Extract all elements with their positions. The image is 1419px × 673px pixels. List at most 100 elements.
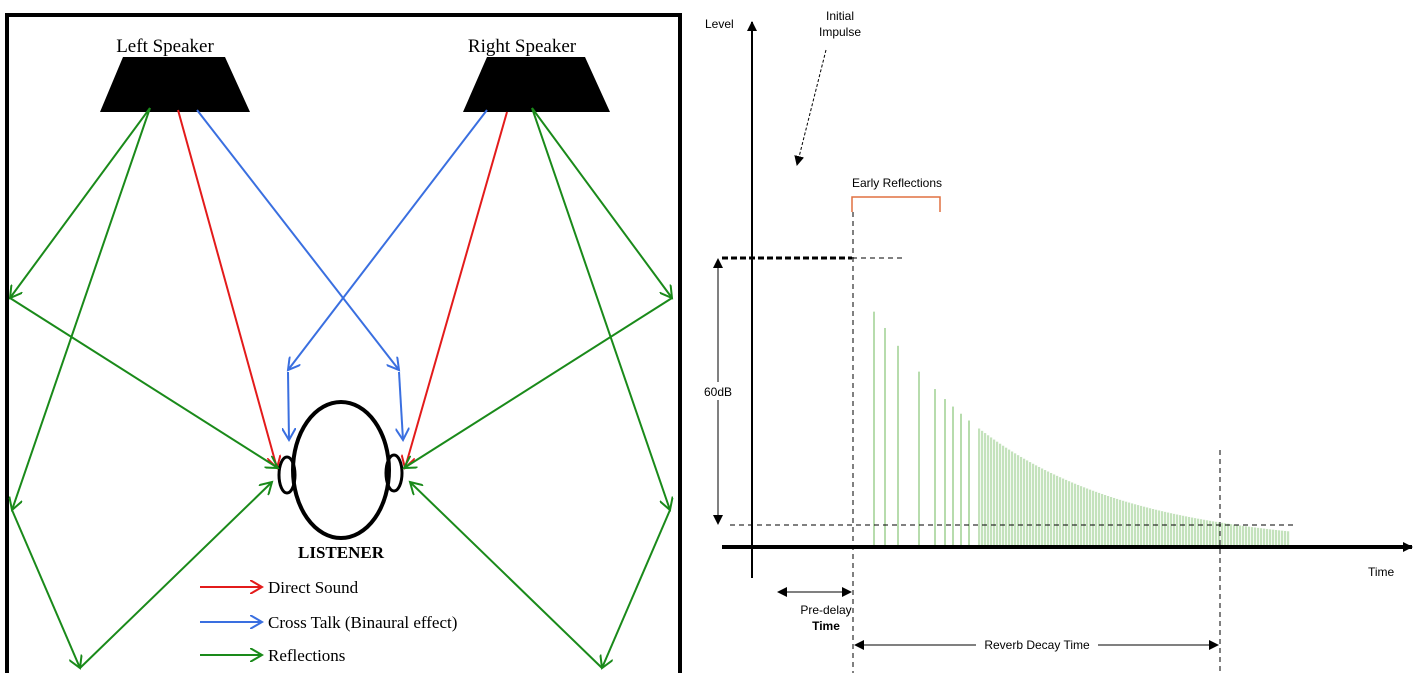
left-speaker bbox=[100, 57, 250, 112]
annotation: Impulse bbox=[819, 25, 861, 39]
decay-bar bbox=[1056, 476, 1058, 547]
decay-bar bbox=[1062, 479, 1064, 547]
decay-bar bbox=[1167, 513, 1169, 547]
decay-bar bbox=[987, 435, 989, 547]
decay-bar bbox=[1248, 527, 1250, 547]
head bbox=[293, 402, 389, 538]
decay-bar bbox=[1059, 477, 1061, 547]
legend-label: Reflections bbox=[268, 646, 345, 665]
decay-bar bbox=[1026, 460, 1028, 547]
pointer bbox=[797, 50, 826, 165]
decay-bar bbox=[1023, 459, 1025, 547]
decay-bar bbox=[1080, 486, 1082, 547]
decay-bar bbox=[1110, 497, 1112, 547]
decay-bar bbox=[1098, 493, 1100, 547]
decay-bar bbox=[1020, 457, 1022, 547]
crosstalk-path bbox=[288, 110, 487, 370]
speaker-label: Left Speaker bbox=[116, 36, 214, 57]
decay-bar bbox=[1176, 515, 1178, 547]
direct-path bbox=[405, 112, 507, 468]
decay-bar bbox=[1224, 523, 1226, 547]
decay-bar bbox=[1011, 452, 1013, 547]
decay-bar bbox=[1041, 469, 1043, 547]
decay-bar bbox=[1161, 511, 1163, 547]
decay-bar bbox=[897, 346, 899, 547]
axis-label: Level bbox=[705, 17, 734, 31]
decay-bar bbox=[1230, 524, 1232, 547]
decay-bar bbox=[1251, 527, 1253, 547]
decay-bar bbox=[1233, 525, 1235, 547]
decay-bar bbox=[1284, 531, 1286, 547]
crosstalk-path bbox=[288, 372, 289, 440]
decay-bar bbox=[1179, 515, 1181, 547]
decay-bar bbox=[1122, 501, 1124, 547]
decay-bar bbox=[1077, 485, 1079, 547]
bracket bbox=[852, 197, 940, 212]
reflection-path bbox=[12, 510, 80, 668]
decay-bar bbox=[1182, 516, 1184, 547]
annotation: Initial bbox=[826, 9, 854, 23]
decay-bar bbox=[1134, 504, 1136, 547]
decay-bar bbox=[1017, 455, 1019, 547]
decay-bar bbox=[1203, 520, 1205, 547]
decay-bar bbox=[1206, 520, 1208, 547]
decay-bar bbox=[1065, 480, 1067, 547]
diagram: Left Speaker Right Speaker LISTENER Dire… bbox=[0, 0, 1419, 673]
decay-bar bbox=[1269, 529, 1271, 547]
reverb-panel: Level Time Initial Impulse Early Reflect… bbox=[700, 9, 1412, 673]
decay-bar bbox=[1188, 517, 1190, 547]
decay-bar bbox=[1245, 526, 1247, 547]
decay-bar bbox=[952, 407, 954, 547]
annotation: Time bbox=[812, 619, 840, 633]
decay-bar bbox=[1002, 446, 1004, 547]
reflection-path bbox=[532, 108, 672, 298]
decay-bar bbox=[1221, 523, 1223, 547]
decay-bar bbox=[1083, 487, 1085, 547]
decay-bar bbox=[1263, 529, 1265, 547]
decay-bar bbox=[1149, 508, 1151, 547]
speaker-label: Right Speaker bbox=[468, 36, 577, 57]
decay-bar bbox=[1155, 510, 1157, 547]
decay-bar bbox=[934, 389, 936, 547]
decay-bar bbox=[996, 442, 998, 547]
decay-bar bbox=[1278, 530, 1280, 547]
decay-bar bbox=[1008, 450, 1010, 547]
reflection-path bbox=[12, 108, 150, 510]
decay-bar bbox=[1236, 525, 1238, 547]
decay-bar bbox=[984, 433, 986, 547]
decay-bar bbox=[993, 440, 995, 547]
decay-bar bbox=[1254, 527, 1256, 547]
decay-bar bbox=[968, 421, 970, 547]
reflection-path bbox=[410, 482, 602, 668]
decay-bar bbox=[1173, 514, 1175, 547]
room-panel: Left Speaker Right Speaker LISTENER Dire… bbox=[7, 15, 680, 673]
legend-label: Direct Sound bbox=[268, 578, 359, 597]
decay-bar bbox=[1032, 464, 1034, 547]
crosstalk-path bbox=[197, 110, 399, 370]
decay-bar bbox=[1266, 529, 1268, 547]
decay-bar bbox=[1050, 473, 1052, 547]
decay-bar bbox=[1185, 516, 1187, 547]
decay-bar bbox=[1215, 522, 1217, 547]
decay-bar bbox=[1089, 490, 1091, 547]
page: {"room": {"speakers": ["Left Speaker", "… bbox=[0, 0, 1419, 673]
decay-bar bbox=[1242, 526, 1244, 547]
decay-bar bbox=[1092, 491, 1094, 547]
sound-paths bbox=[178, 110, 507, 468]
reflection-path bbox=[602, 510, 670, 668]
right-speaker bbox=[463, 57, 610, 112]
listener-label: LISTENER bbox=[298, 543, 385, 562]
decay-bar bbox=[1257, 528, 1259, 547]
decay-bar bbox=[1197, 519, 1199, 547]
decay-bar bbox=[1146, 507, 1148, 547]
decay-bar bbox=[1275, 530, 1277, 547]
annotation: Pre-delay bbox=[800, 603, 851, 617]
reflection-path bbox=[532, 108, 670, 510]
annotation: Reverb Decay Time bbox=[984, 638, 1090, 652]
decay-bar bbox=[1170, 513, 1172, 547]
decay-bar bbox=[1152, 509, 1154, 547]
decay-bar bbox=[1212, 521, 1214, 547]
decay-bar bbox=[1140, 506, 1142, 547]
legend-label: Cross Talk (Binaural effect) bbox=[268, 613, 457, 632]
decay-bar bbox=[1038, 467, 1040, 547]
